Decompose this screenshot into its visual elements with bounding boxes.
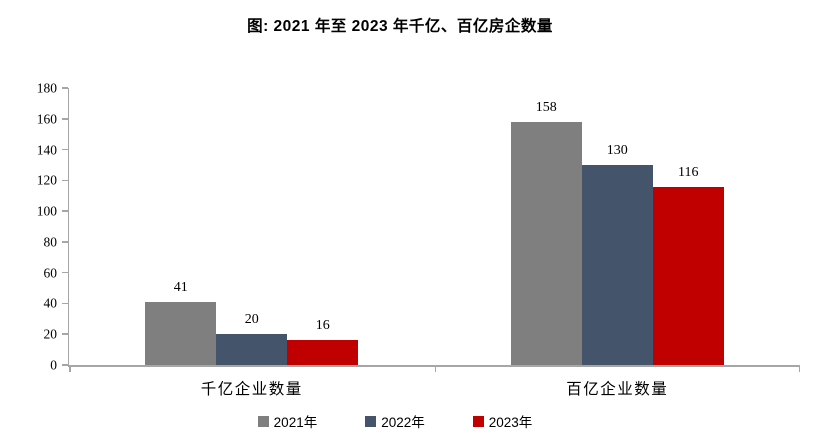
y-axis-tick — [62, 148, 68, 151]
legend-swatch-2023年 — [472, 415, 484, 427]
y-axis-tick-label: 100 — [36, 203, 57, 219]
y-axis-tick-label: 160 — [36, 111, 57, 127]
y-axis-tick-label: 120 — [36, 172, 57, 188]
category-label: 千亿企业数量 — [200, 381, 303, 398]
bar-value-label: 130 — [606, 142, 628, 158]
x-axis-tick — [69, 367, 71, 372]
y-axis-tick — [62, 179, 68, 182]
bar-value-label: 16 — [315, 318, 330, 334]
plot-area: 0 20 40 60 80 100 120 140 160 180 41 20 16 千亿企业数量 158 1… — [37, 81, 800, 398]
y-axis-tick — [62, 364, 68, 366]
legend-label: 2022年 — [381, 415, 425, 430]
legend-item-2022年: 2022年 — [365, 411, 425, 431]
x-axis-tick — [434, 367, 436, 372]
y-axis-tick — [62, 241, 68, 243]
legend-item-2023年: 2023年 — [472, 411, 533, 431]
chart-title: 图: 2021 年至 2023 年千亿、百亿房企数量 — [247, 18, 553, 35]
legend-label: 2021年 — [273, 415, 318, 430]
bar-value-label: 20 — [244, 312, 259, 328]
category-label: 百亿企业数量 — [566, 381, 669, 398]
y-axis-tick-label: 140 — [36, 141, 57, 157]
y-axis-tick-label: 40 — [43, 295, 58, 311]
bar-value-label: 41 — [173, 279, 188, 295]
y-axis-tick — [62, 210, 68, 212]
y-axis-tick — [62, 271, 68, 274]
legend-item-2021年: 2021年 — [257, 411, 318, 431]
legend-swatch-2022年 — [365, 415, 377, 427]
y-axis-tick — [62, 87, 68, 89]
y-axis-tick-label: 180 — [36, 80, 57, 96]
y-axis-tick — [62, 333, 68, 335]
y-axis-tick-label: 80 — [43, 234, 58, 250]
x-axis-tick — [798, 367, 800, 372]
y-axis-tick-label: 0 — [50, 357, 57, 373]
legend-label: 2023年 — [488, 415, 533, 430]
bar-2021年-千亿企业数量 — [145, 301, 217, 365]
legend: 2021年 2022年 2023年 — [0, 411, 790, 431]
y-axis-tick — [62, 118, 68, 120]
bar-2022年-千亿企业数量 — [216, 334, 288, 365]
bar-value-label: 158 — [535, 99, 557, 115]
y-axis-tick-label: 20 — [43, 326, 58, 342]
bar-2021年-百亿企业数量 — [510, 121, 582, 365]
bar-2023年-千亿企业数量 — [287, 340, 359, 365]
legend-swatch-2021年 — [257, 415, 269, 427]
y-axis-tick-label: 60 — [43, 264, 58, 280]
bar-2022年-百亿企业数量 — [581, 164, 653, 365]
y-axis-tick — [62, 302, 68, 305]
bar-value-label: 116 — [678, 164, 699, 180]
bar-2023年-百亿企业数量 — [652, 186, 724, 365]
